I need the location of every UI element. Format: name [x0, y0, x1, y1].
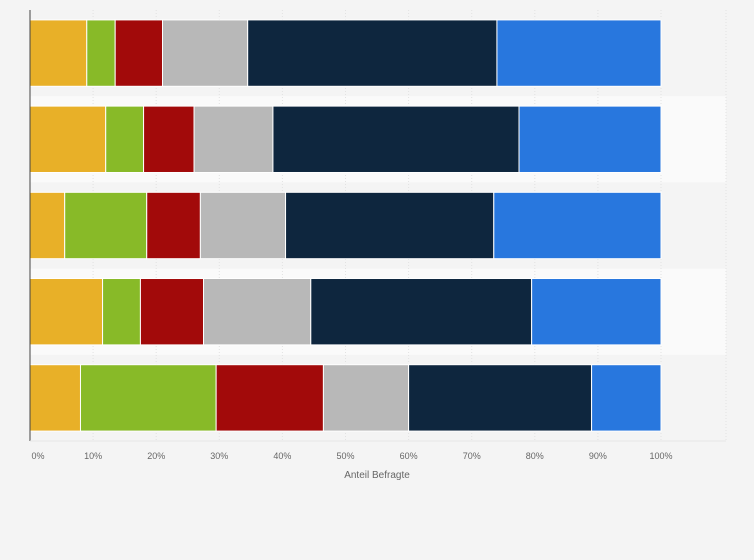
x-tick-label: 10%: [84, 451, 102, 461]
bar-segment-row4-series2: [102, 278, 141, 346]
bar-segment-row2-series1: [29, 105, 107, 173]
bar-segment-row1-series2: [86, 19, 116, 87]
bar-segment-row3-series3: [146, 191, 201, 260]
bars: [29, 19, 662, 432]
x-tick-label: 40%: [273, 451, 291, 461]
x-axis: 0% 10% 20% 30% 40% 50% 60% 70% 80% 90% 100%: [29, 10, 726, 461]
bar-segment-row1-series1: [29, 19, 88, 87]
bar-segment-row4-series6: [531, 278, 662, 346]
x-tick-label: 30%: [210, 451, 228, 461]
bar-segment-row5-series6: [591, 364, 662, 432]
x-tick-label: 0%: [31, 451, 44, 461]
x-tick-label: 70%: [463, 451, 481, 461]
bar-segment-row4-series4: [203, 278, 312, 346]
bar-segment-row3-series1: [29, 191, 66, 260]
bar-segment-row2-series5: [272, 105, 520, 173]
bar-segment-row1-series3: [114, 19, 164, 87]
bar-segment-row5-series5: [408, 364, 593, 432]
x-tick-label: 80%: [526, 451, 544, 461]
bar-segment-row1-series6: [496, 19, 662, 87]
bar-segment-row2-series3: [143, 105, 195, 173]
bar-segment-row4-series3: [139, 278, 205, 346]
bar-segment-row2-series2: [105, 105, 145, 173]
bar-segment-row1-series4: [162, 19, 249, 87]
x-tick-label: 50%: [336, 451, 354, 461]
bar-segment-row3-series5: [285, 191, 495, 260]
bar-segment-row5-series1: [29, 364, 81, 432]
bar-segment-row2-series6: [518, 105, 662, 173]
bar-segment-row5-series2: [79, 364, 217, 432]
bar-segment-row5-series4: [322, 364, 410, 432]
bar-segment-row3-series4: [199, 191, 287, 260]
bar-segment-row1-series5: [247, 19, 498, 87]
x-axis-title: Anteil Befragte: [344, 470, 410, 481]
bar-segment-row5-series3: [215, 364, 324, 432]
x-tick-label: 100%: [649, 451, 672, 461]
x-tick-label: 20%: [147, 451, 165, 461]
bar-segment-row4-series1: [29, 278, 104, 346]
bar-segment-row3-series6: [493, 191, 662, 260]
bar-segment-row2-series4: [193, 105, 274, 173]
bar-segment-row4-series5: [310, 278, 533, 346]
x-tick-label: 90%: [589, 451, 607, 461]
bar-segment-row3-series2: [64, 191, 148, 260]
x-tick-label: 60%: [400, 451, 418, 461]
